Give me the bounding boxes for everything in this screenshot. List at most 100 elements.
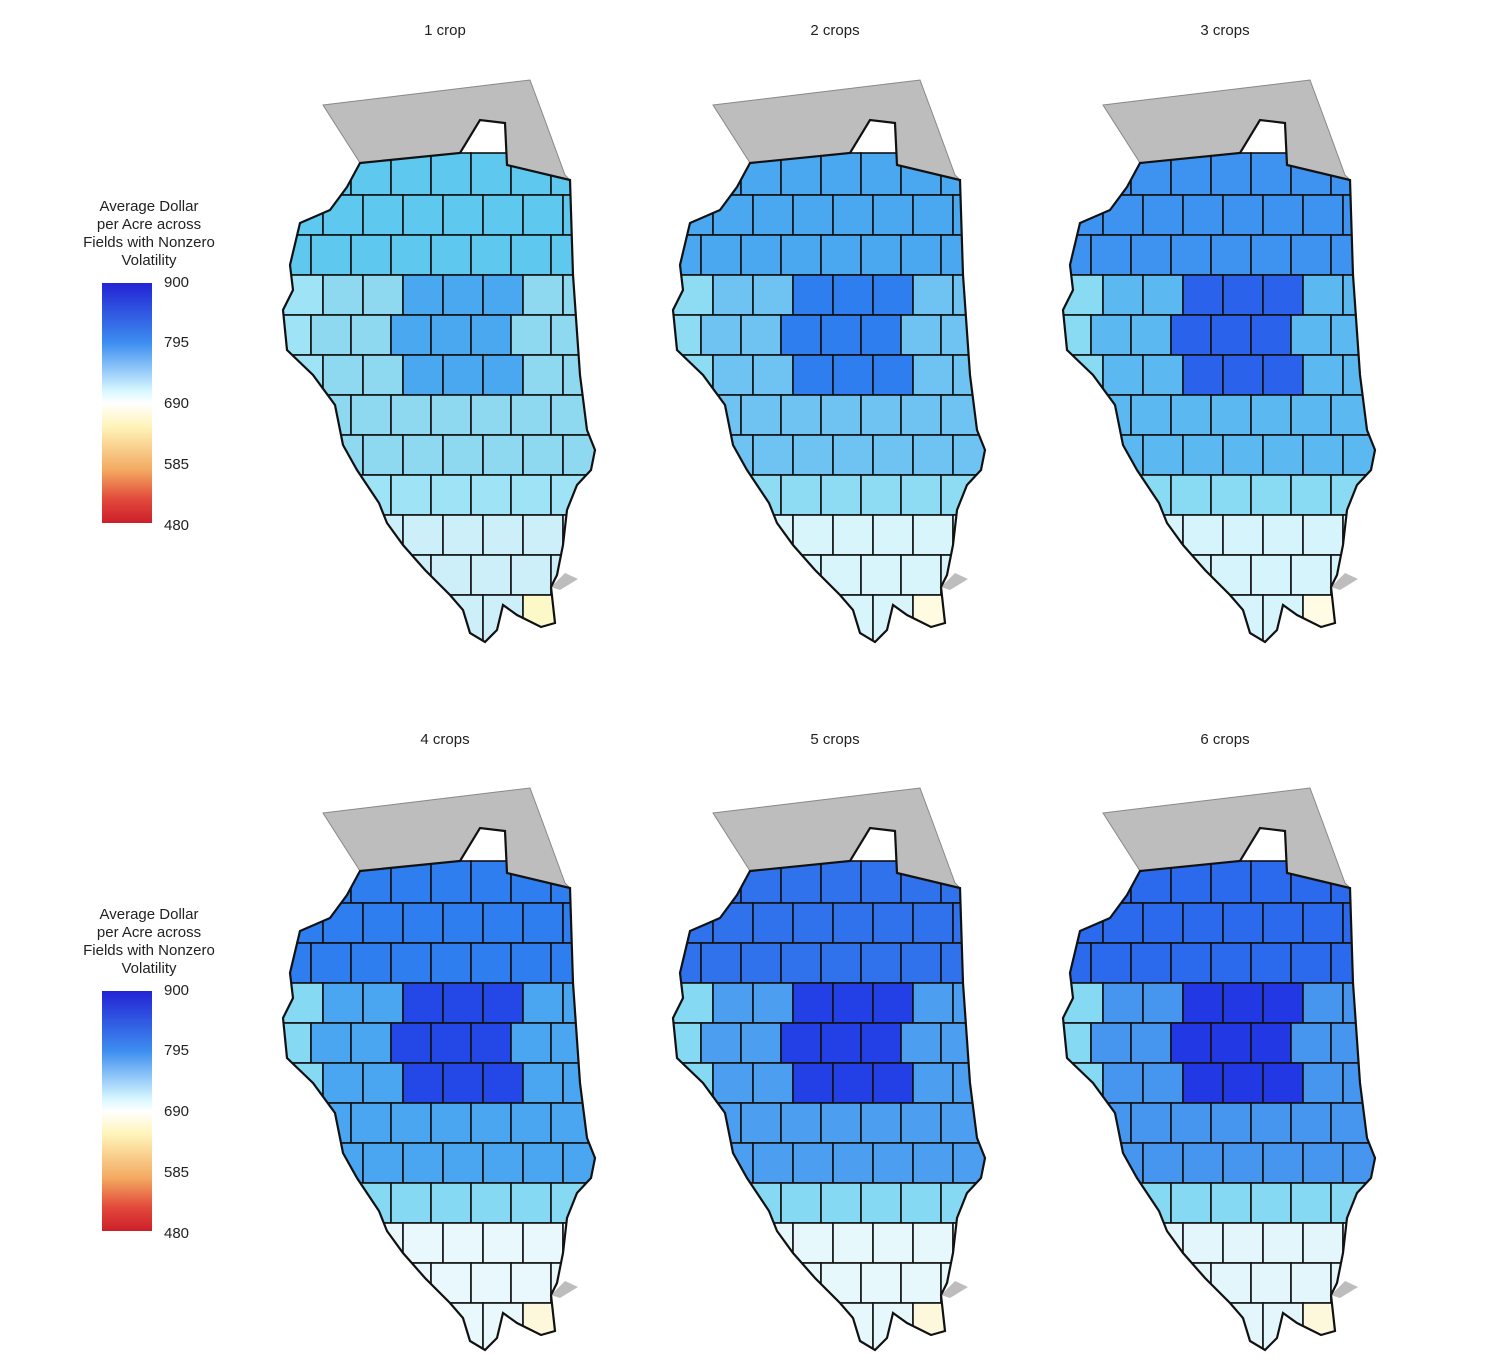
legend-title: Average Dollar per Acre across Fields wi… (83, 906, 215, 977)
county (1250, 1182, 1292, 1224)
county (510, 942, 552, 984)
county (1102, 1222, 1144, 1264)
county (482, 982, 524, 1024)
county (442, 982, 484, 1024)
county (1250, 554, 1292, 596)
county (752, 434, 794, 476)
county (1290, 1182, 1332, 1224)
county (912, 434, 954, 476)
county (900, 1022, 942, 1064)
county (310, 234, 352, 276)
county (1210, 234, 1252, 276)
county (1102, 594, 1144, 642)
legend-tick-690: 690 (164, 395, 190, 412)
county (752, 1142, 794, 1184)
county (780, 314, 822, 356)
county (1102, 1062, 1144, 1104)
county (322, 1302, 364, 1350)
county (430, 1102, 472, 1144)
county (900, 1102, 942, 1144)
county (1222, 194, 1264, 236)
county (322, 902, 364, 944)
county (673, 1262, 702, 1304)
county (832, 1062, 874, 1104)
county (1290, 474, 1332, 516)
county (792, 434, 834, 476)
county (740, 1182, 782, 1224)
state-outline (671, 826, 987, 1352)
county (872, 594, 914, 642)
county (860, 1182, 902, 1224)
county (780, 554, 822, 596)
county (1170, 1102, 1212, 1144)
illinois-map-5 (671, 787, 987, 1352)
county (792, 902, 834, 944)
county (1182, 274, 1224, 316)
county (482, 1302, 524, 1350)
county (1262, 902, 1304, 944)
county (430, 1182, 472, 1224)
county (283, 274, 324, 316)
state-outline (671, 118, 987, 644)
county (362, 1142, 404, 1184)
county (1130, 554, 1172, 596)
county (1063, 1062, 1104, 1104)
county (872, 274, 914, 316)
county (1210, 152, 1252, 196)
county (673, 1142, 714, 1184)
county (1250, 1022, 1292, 1064)
county (700, 234, 742, 276)
county (350, 942, 392, 984)
county (1063, 474, 1092, 516)
county (1063, 594, 1104, 642)
outside-state-area (1331, 1281, 1358, 1298)
county (322, 194, 364, 236)
county (1222, 1302, 1264, 1350)
county (792, 1142, 834, 1184)
county (752, 902, 794, 944)
county (430, 234, 472, 276)
county (1063, 1142, 1104, 1184)
county (1170, 474, 1212, 516)
county (1342, 354, 1375, 396)
county (430, 474, 472, 516)
county (562, 1062, 595, 1104)
county (1090, 942, 1132, 984)
county (510, 1262, 552, 1304)
county (673, 1022, 702, 1064)
county (820, 152, 862, 196)
county (1262, 982, 1304, 1024)
county (1063, 514, 1104, 556)
county (482, 434, 524, 476)
county (740, 394, 782, 436)
county (1290, 554, 1332, 596)
county (1250, 1102, 1292, 1144)
county (872, 514, 914, 556)
county (362, 274, 404, 316)
county (310, 314, 352, 356)
county (1182, 194, 1224, 236)
county (860, 1262, 902, 1304)
county (673, 860, 702, 904)
county (402, 354, 444, 396)
county (1182, 354, 1224, 396)
county (350, 314, 392, 356)
county (1262, 594, 1304, 642)
county (430, 152, 472, 196)
county (562, 194, 595, 236)
county (1250, 860, 1292, 904)
county (1290, 394, 1332, 436)
county (1262, 1142, 1304, 1184)
county (1262, 434, 1304, 476)
county (402, 1062, 444, 1104)
county (442, 514, 484, 556)
county (752, 354, 794, 396)
county (1102, 194, 1144, 236)
county (952, 514, 985, 556)
county (1130, 1262, 1172, 1304)
legend-tick-900: 900 (164, 274, 190, 291)
county (1182, 1302, 1224, 1350)
county (482, 514, 524, 556)
county (350, 554, 392, 596)
county (1250, 314, 1292, 356)
